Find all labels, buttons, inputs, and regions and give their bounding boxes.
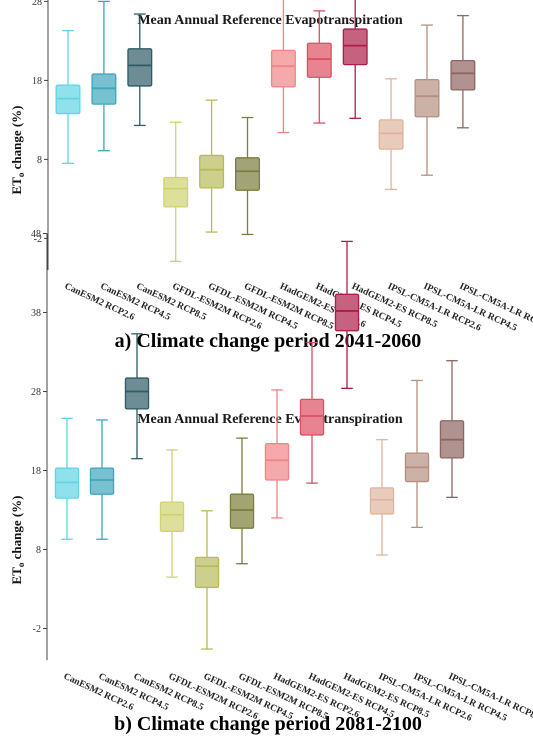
box-plot-1 <box>54 417 80 540</box>
y-tick-label: -2 <box>34 234 42 245</box>
box-plot-12 <box>450 14 476 129</box>
box-plot-7 <box>270 0 296 134</box>
box-iqr <box>199 154 225 189</box>
box-plot-12 <box>439 360 465 499</box>
box-plot-8 <box>306 10 332 124</box>
box-iqr <box>159 501 185 532</box>
y-axis-label-main: ET <box>9 177 24 195</box>
box-iqr <box>299 398 325 436</box>
box-plot-3 <box>124 333 150 460</box>
y-axis-label-rest: change (%) <box>9 495 24 562</box>
box-iqr <box>334 293 360 332</box>
box-iqr <box>194 556 220 589</box>
box-plot-10 <box>378 78 404 191</box>
y-axis-label: ETo change (%) <box>9 105 26 194</box>
box-plot-5 <box>199 99 225 233</box>
y-tick-label: 28 <box>32 0 42 8</box>
chart-title: Mean Annual Reference Evapotranspiration <box>137 13 403 28</box>
box-plot-5 <box>194 510 220 650</box>
box-plot-4 <box>163 121 189 262</box>
box-iqr <box>124 377 150 410</box>
box-plot-11 <box>404 379 430 529</box>
y-tick-label: 38 <box>31 308 41 319</box>
panel-caption: b) Climate change period 2081-2100 <box>114 713 422 735</box>
box-plot-10 <box>369 439 395 556</box>
y-axis-label-subscript: o <box>16 172 26 177</box>
box-iqr <box>306 42 332 78</box>
y-tick-label: 18 <box>31 466 41 477</box>
box-iqr <box>235 157 260 191</box>
box-iqr <box>414 78 440 118</box>
y-tick-label: 48 <box>31 229 41 240</box>
box-plot-1 <box>55 29 81 165</box>
box-plot-2 <box>89 419 115 540</box>
box-plot-4 <box>159 449 185 578</box>
box-iqr <box>163 176 189 208</box>
box-plot-2 <box>91 0 117 152</box>
box-iqr <box>342 28 368 66</box>
box-plot-9 <box>342 0 368 119</box>
box-iqr <box>378 119 404 150</box>
y-axis-label-main: ET <box>9 567 24 585</box>
y-tick-label: 28 <box>31 387 41 398</box>
y-axis-label: ETo change (%) <box>9 495 26 584</box>
box-plot-8 <box>299 341 325 484</box>
chart-panel-a: Mean Annual Reference Evapotranspiration… <box>9 0 533 352</box>
y-tick-label: 8 <box>36 545 41 556</box>
box-plot-6 <box>229 437 255 565</box>
y-tick-label: -2 <box>33 624 41 635</box>
box-iqr <box>450 60 476 91</box>
box-iqr <box>229 493 255 529</box>
box-plot-9 <box>334 240 360 389</box>
y-tick-label: 8 <box>37 155 42 166</box>
box-iqr <box>270 49 296 88</box>
y-tick-label: 18 <box>32 76 42 87</box>
y-axis-label-subscript: o <box>16 562 26 567</box>
box-plot-6 <box>235 116 260 236</box>
box-iqr <box>369 487 395 515</box>
box-plot-3 <box>127 13 153 127</box>
chart-title: Mean Annual Reference Evapotranspiration <box>137 412 403 427</box>
box-iqr <box>89 467 115 495</box>
y-axis-label-rest: change (%) <box>9 105 24 172</box>
panel-caption: a) Climate change period 2041-2060 <box>115 330 422 352</box>
box-plot-7 <box>264 389 290 519</box>
box-iqr <box>127 48 153 87</box>
box-plot-11 <box>414 24 440 176</box>
box-iqr <box>264 442 290 481</box>
